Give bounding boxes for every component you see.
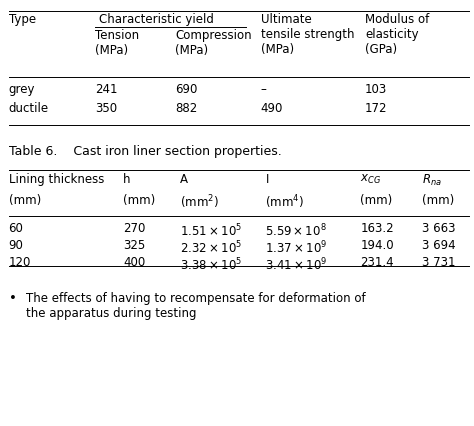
Text: A: A [180,173,188,186]
Text: 60: 60 [9,222,23,236]
Text: Characteristic yield: Characteristic yield [99,13,214,26]
Text: 103: 103 [365,83,387,96]
Text: $1.51 \times 10^5$: $1.51 \times 10^5$ [180,222,242,239]
Text: $3.38 \times 10^5$: $3.38 \times 10^5$ [180,256,242,273]
Text: 325: 325 [123,239,146,253]
Text: Modulus of
elasticity
(GPa): Modulus of elasticity (GPa) [365,13,429,56]
Text: Type: Type [9,13,36,26]
Text: $R_{na}$: $R_{na}$ [422,173,442,187]
Text: (mm): (mm) [9,194,41,207]
Text: I: I [265,173,269,186]
Text: (mm): (mm) [422,194,454,207]
Text: 172: 172 [365,102,387,115]
Text: 400: 400 [123,256,146,270]
Text: 241: 241 [95,83,117,96]
Text: The effects of having to recompensate for deformation of
the apparatus during te: The effects of having to recompensate fo… [26,292,366,320]
Text: 882: 882 [175,102,198,115]
Text: 163.2: 163.2 [360,222,394,236]
Text: •: • [9,292,17,305]
Text: Lining thickness: Lining thickness [9,173,104,186]
Text: 3 694: 3 694 [422,239,456,253]
Text: Compression
(MPa): Compression (MPa) [175,29,252,57]
Text: (mm$^4$): (mm$^4$) [265,194,304,211]
Text: 90: 90 [9,239,23,253]
Text: Table 6.    Cast iron liner section properties.: Table 6. Cast iron liner section propert… [9,145,281,158]
Text: 231.4: 231.4 [360,256,394,270]
Text: 3 731: 3 731 [422,256,456,270]
Text: grey: grey [9,83,35,96]
Text: $3.41 \times 10^9$: $3.41 \times 10^9$ [265,256,328,273]
Text: (mm): (mm) [123,194,155,207]
Text: (mm): (mm) [360,194,392,207]
Text: $2.32 \times 10^5$: $2.32 \times 10^5$ [180,239,242,256]
Text: 3 663: 3 663 [422,222,456,236]
Text: $1.37 \times 10^9$: $1.37 \times 10^9$ [265,239,328,256]
Text: (mm$^2$): (mm$^2$) [180,194,219,211]
Text: 270: 270 [123,222,146,236]
Text: ductile: ductile [9,102,49,115]
Text: 120: 120 [9,256,31,270]
Text: –: – [261,83,266,96]
Text: Ultimate
tensile strength
(MPa): Ultimate tensile strength (MPa) [261,13,354,56]
Text: $5.59 \times 10^8$: $5.59 \times 10^8$ [265,222,327,239]
Text: $x_{CG}$: $x_{CG}$ [360,173,381,186]
Text: h: h [123,173,131,186]
Text: 690: 690 [175,83,198,96]
Text: 350: 350 [95,102,117,115]
Text: 490: 490 [261,102,283,115]
Text: Tension
(MPa): Tension (MPa) [95,29,139,57]
Text: 194.0: 194.0 [360,239,394,253]
